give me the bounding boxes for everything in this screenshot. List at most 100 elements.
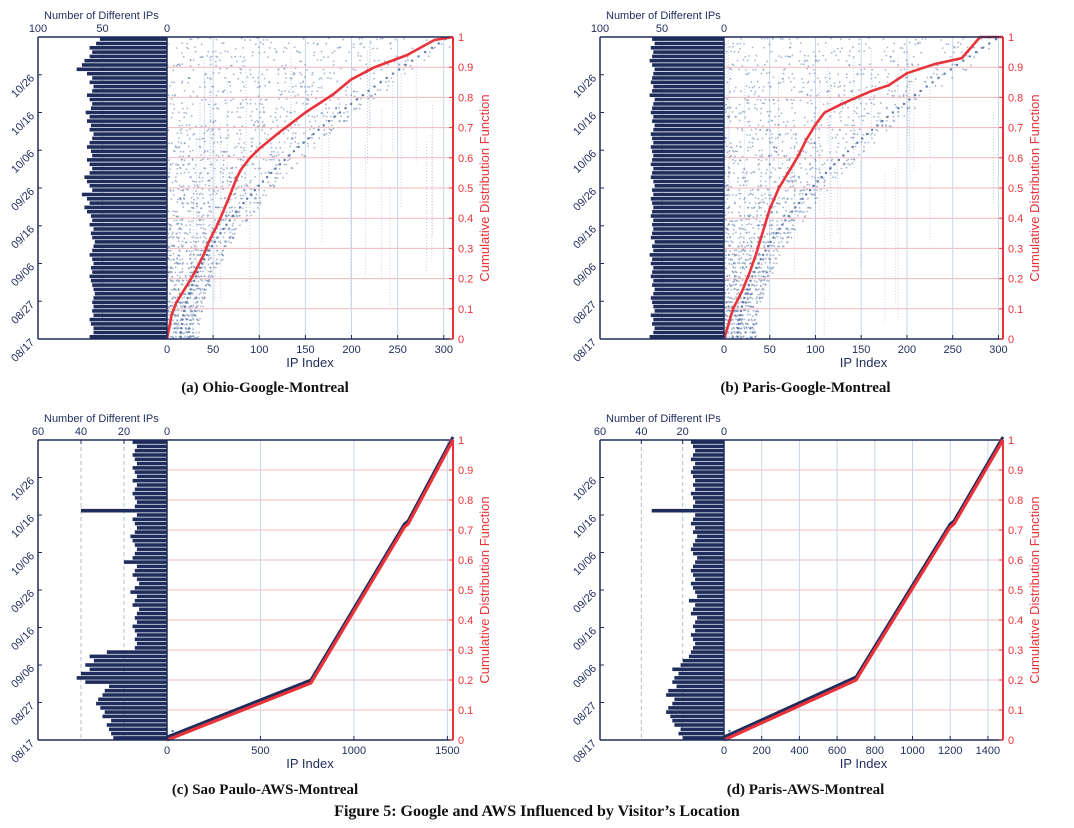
scatter-point: [906, 106, 909, 109]
scatter-point: [728, 336, 731, 338]
scatter-point: [733, 310, 736, 313]
scatter-point: [799, 198, 802, 200]
histogram-bar: [92, 283, 167, 287]
scatter-point: [752, 284, 755, 287]
scatter-point: [737, 314, 739, 317]
scatter-point: [883, 50, 886, 53]
scatter-point: [244, 192, 247, 195]
scatter-point: [869, 63, 871, 66]
scatter-point: [187, 77, 190, 80]
histogram-bar: [90, 106, 167, 110]
scatter-point: [292, 73, 295, 76]
scatter-point: [288, 158, 291, 161]
scatter-point: [746, 134, 749, 136]
scatter-point: [222, 227, 225, 231]
scatter-point: [200, 262, 204, 265]
scatter-point: [179, 227, 181, 229]
scatter-point: [805, 168, 807, 171]
x-tick-label: 800: [866, 745, 884, 757]
scatter-point: [331, 124, 333, 127]
scatter-point: [206, 129, 208, 132]
scatter-point: [204, 124, 207, 127]
histogram-bar: [650, 80, 724, 85]
scatter-point: [814, 158, 816, 161]
scatter-point: [205, 288, 208, 291]
scatter-point: [734, 284, 737, 286]
scatter-point: [858, 116, 860, 118]
histogram-bar: [87, 197, 167, 201]
scatter-point: [801, 220, 804, 223]
scatter-point: [731, 223, 734, 226]
histogram-bar: [92, 257, 167, 261]
histogram-bar: [653, 205, 724, 210]
scatter-point: [756, 210, 759, 213]
scatter-point: [183, 332, 186, 335]
scatter-point: [178, 280, 181, 282]
scatter-point: [763, 37, 766, 40]
scatter-point: [810, 142, 813, 145]
scatter-point: [892, 115, 895, 118]
x-tick-label: 200: [898, 344, 916, 356]
scatter-point: [782, 206, 785, 209]
scatter-point: [171, 301, 174, 304]
scatter-point: [733, 314, 736, 317]
scatter-point: [402, 68, 405, 71]
scatter-point: [865, 43, 867, 45]
scatter-point: [799, 210, 802, 213]
histogram-bar: [654, 123, 724, 128]
histogram-bar: [690, 581, 724, 586]
scatter-point: [787, 231, 790, 234]
scatter-point: [761, 37, 763, 40]
scatter-point: [336, 47, 339, 49]
scatter-point: [766, 275, 769, 278]
scatter-point: [222, 249, 225, 252]
scatter-point: [732, 232, 735, 235]
histogram-bar: [650, 46, 724, 50]
scatter-point: [172, 112, 174, 114]
histogram-bar: [695, 590, 724, 594]
scatter-point: [784, 55, 787, 58]
scatter-point: [763, 246, 766, 249]
scatter-point: [222, 175, 225, 178]
scatter-point: [791, 107, 793, 109]
scatter-point: [886, 115, 889, 119]
histogram-bar: [109, 684, 167, 689]
scatter-point: [172, 244, 175, 247]
scatter-point: [768, 155, 770, 158]
scatter-point: [789, 147, 792, 149]
histogram-bar: [89, 171, 167, 175]
scatter-point: [730, 288, 732, 291]
scatter-point: [206, 158, 209, 161]
scatter-point: [725, 219, 728, 221]
scatter-point: [372, 97, 375, 100]
date-tick-label: 10/26: [9, 72, 37, 100]
scatter-point: [230, 215, 233, 218]
scatter-point: [214, 50, 217, 53]
scatter-point: [192, 149, 194, 152]
scatter-point: [170, 288, 173, 291]
histogram-bar: [76, 67, 167, 72]
scatter-point: [793, 77, 795, 80]
histogram-bar: [106, 650, 167, 654]
scatter-point: [741, 322, 744, 324]
top-tick-label: 0: [721, 426, 727, 438]
histogram-bar: [90, 231, 167, 236]
scatter-point: [174, 145, 177, 147]
scatter-point: [171, 181, 174, 184]
scatter-point: [200, 253, 202, 256]
scatter-point: [195, 241, 197, 244]
scatter-point: [731, 241, 734, 244]
x-tick-label: 1400: [976, 745, 1000, 757]
scatter-point: [759, 258, 762, 261]
scatter-point: [200, 275, 203, 278]
scatter-point: [764, 133, 767, 135]
scatter-point: [200, 302, 203, 304]
scatter-point: [733, 162, 735, 165]
scatter-point: [787, 229, 790, 231]
scatter-point: [759, 155, 761, 158]
scatter-point: [275, 107, 278, 110]
scatter-point: [785, 124, 787, 127]
scatter-point: [307, 137, 310, 140]
scatter-point: [219, 232, 222, 235]
scatter-point: [175, 332, 178, 334]
